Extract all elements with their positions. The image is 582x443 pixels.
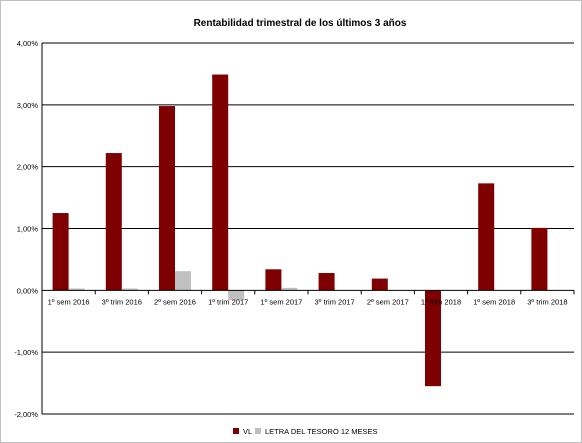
y-tick-label: 4,00%	[17, 39, 39, 48]
y-tick-label: -1,00%	[14, 348, 38, 357]
x-tick-label: 2º sem 2017	[367, 297, 409, 306]
x-tick-label: 1º trim 2017	[208, 297, 248, 306]
bar-vl	[52, 213, 69, 291]
x-axis	[41, 289, 575, 295]
gridlines	[41, 42, 574, 415]
x-tick-label: 1º sem 2018	[473, 297, 515, 306]
bar-vl	[159, 106, 175, 291]
y-tick-label: 0,00%	[17, 286, 39, 295]
legend: VL LETRA DEL TESORO 12 MESES	[233, 427, 378, 436]
x-tick-label: 3º trim 2018	[527, 297, 567, 306]
bar-letra	[228, 290, 245, 301]
y-tick-label: 1,00%	[17, 225, 39, 234]
x-tick-label: 3º trim 2016	[102, 297, 142, 306]
x-tick-label: 3º trim 2017	[314, 297, 354, 306]
y-tick-label: 3,00%	[17, 101, 39, 110]
x-tick-label: 1º sem 2017	[260, 297, 302, 306]
legend-label: VL	[243, 427, 252, 436]
bar-vl	[212, 74, 229, 291]
x-tick-label: 1º sem 2016	[48, 297, 90, 306]
y-axis-tick-labels: -2,00% -1,00% 0,00% 1,00% 2,00% 3,00% 4,00%	[14, 39, 38, 419]
bar-vl	[105, 153, 122, 291]
x-tick-label: 2º sem 2016	[154, 297, 196, 306]
bar-letra	[281, 287, 298, 291]
x-axis-tick-labels: 1º sem 2016 3º trim 2016 2º sem 2016 1º tri…	[48, 297, 568, 306]
legend-label: LETRA DEL TESORO 12 MESES	[265, 427, 378, 436]
y-tick-label: -2,00%	[14, 410, 38, 419]
bar-vl	[478, 183, 495, 291]
legend-swatch	[255, 428, 261, 434]
bar-letra	[68, 288, 85, 291]
chart-title: Rentabilidad trimestral de los últimos 3…	[194, 18, 407, 29]
bars	[52, 74, 548, 387]
bar-vl	[531, 227, 548, 291]
bar-vl	[371, 278, 388, 291]
bar-letra	[175, 271, 191, 291]
legend-swatch	[233, 428, 239, 434]
bar-vl	[425, 290, 441, 387]
x-tick-label: 1º trim 2018	[421, 297, 461, 306]
bar-letra	[121, 288, 138, 291]
bar-vl	[265, 269, 282, 291]
y-tick-label: 2,00%	[17, 163, 39, 172]
bar-vl	[318, 273, 335, 291]
